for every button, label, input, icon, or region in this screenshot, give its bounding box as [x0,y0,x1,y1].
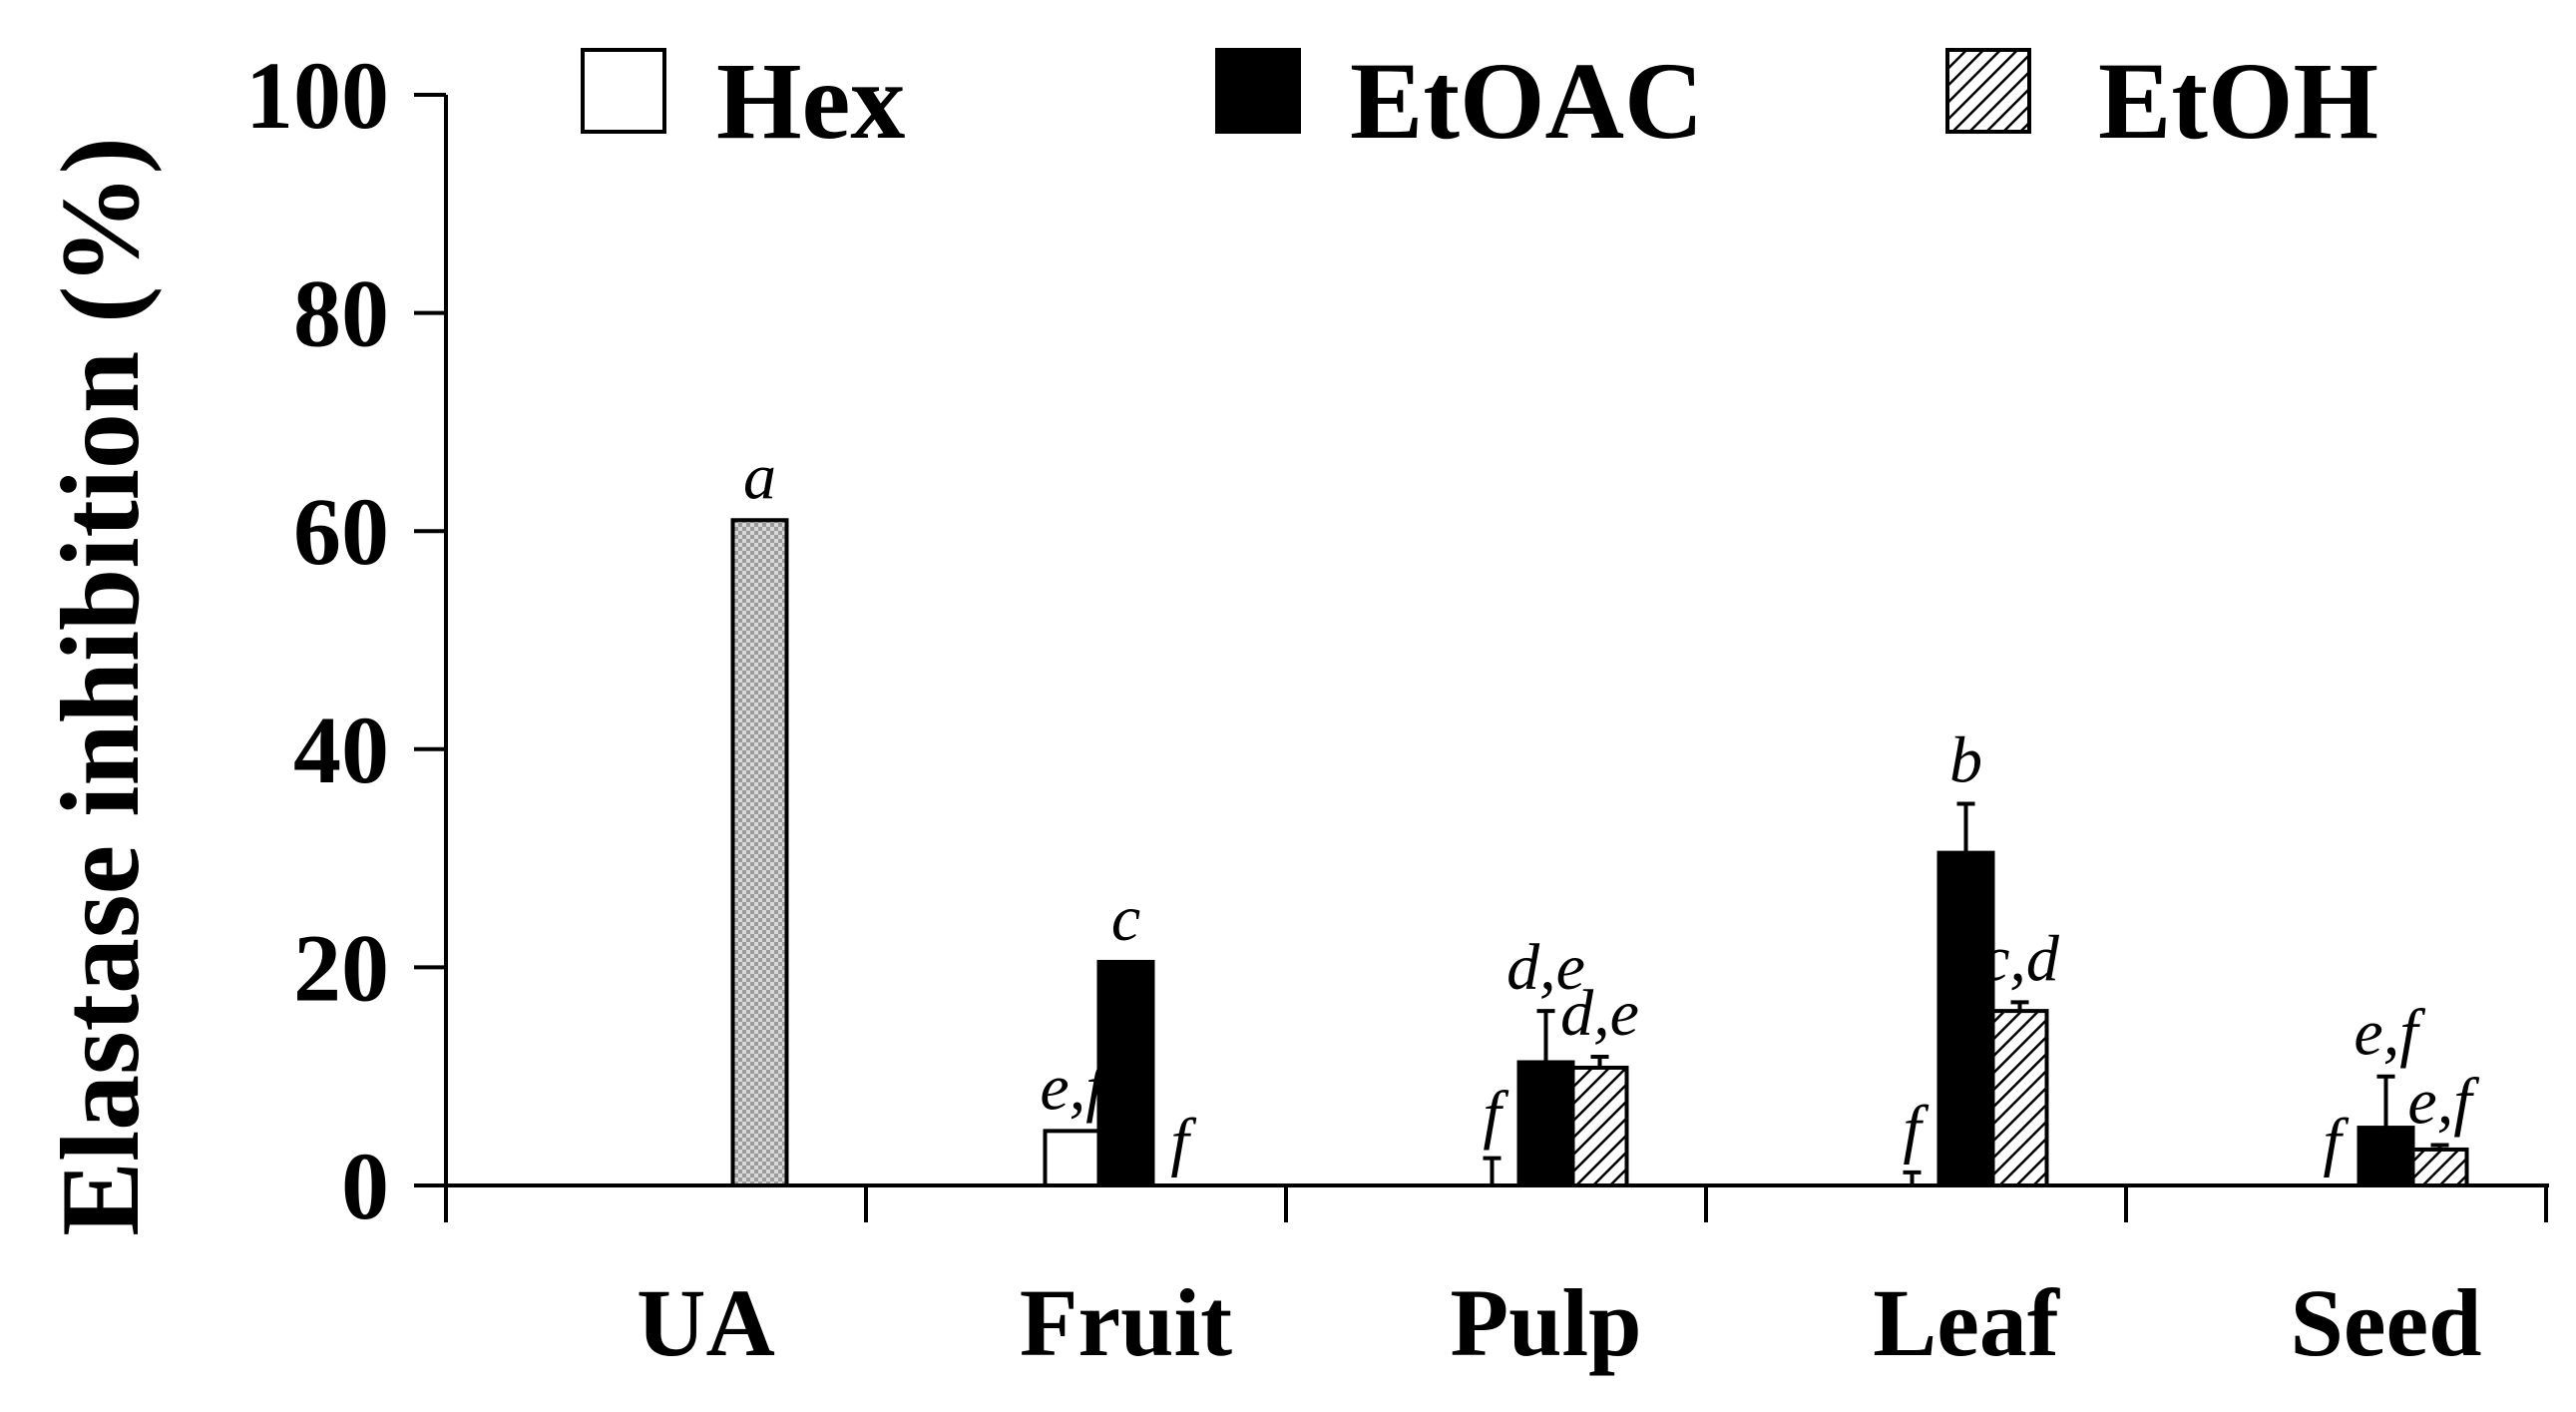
y-tick-label: 20 [293,914,389,1021]
significance-label: c,d [1980,922,2060,995]
significance-label: f [2323,1106,2349,1178]
legend-label-etoac: EtOAC [1350,40,1703,162]
legend-swatch-etoh [1945,48,2031,134]
x-tick-label: Leaf [1873,1269,2060,1376]
legend-swatch-hex [581,48,666,134]
significance-label: e,f [2354,997,2425,1070]
bar-hex-fruit [1043,1129,1101,1187]
bar-etoh-pulp [1570,1065,1629,1188]
x-tick-label: Fruit [1020,1269,1232,1376]
significance-label: f [1170,1106,1196,1178]
y-tick-label: 0 [341,1133,389,1239]
y-tick-label: 100 [245,42,389,149]
axes [414,93,2549,1222]
significance-label: b [1949,723,1982,796]
bar-etoh-leaf [1990,1009,2049,1187]
significance-label: d,e [1560,977,1639,1050]
bar-etoh-ua [730,518,789,1187]
bar-etoac-seed [2357,1126,2415,1188]
x-tick-label: UA [637,1269,775,1376]
significance-label: c [1111,882,1140,955]
y-tick-label: 40 [293,697,389,803]
legend-label-hex: Hex [716,40,905,162]
significance-label: f [1483,1079,1508,1152]
y-axis-label: Elastase inhibition (%) [39,137,163,1236]
bar-etoac-pulp [1516,1060,1575,1187]
x-tick-label: Pulp [1450,1269,1641,1376]
bar-etoac-fruit [1096,959,1155,1187]
significance-label: f [1903,1093,1929,1166]
significance-label: e,f [2407,1066,2479,1139]
bar-etoh-seed [2410,1147,2469,1188]
legend: Hex EtOAC EtOH [581,40,2378,162]
x-tick-label: Seed [2291,1269,2482,1376]
significance-label: d,e [1506,931,1585,1004]
significance-label: a [743,440,776,513]
legend-label-etoh: EtOH [2098,40,2378,162]
bar-etoac-leaf [1936,850,1995,1187]
tick-labels: 0 20 40 60 80 100 UA Fruit Pulp Leaf Seed [245,42,2482,1376]
y-tick-label: 60 [293,478,389,585]
legend-swatch-etoac [1215,48,1301,134]
y-tick-label: 80 [293,260,389,367]
